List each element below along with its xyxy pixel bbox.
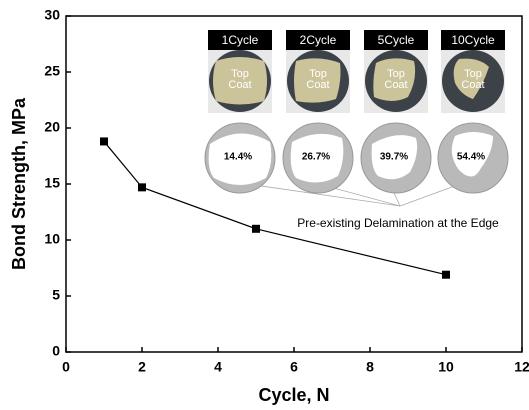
inset-label: 1Cycle xyxy=(222,33,259,47)
y-tick-label: 25 xyxy=(44,63,60,79)
y-tick-label: 30 xyxy=(44,7,60,23)
photo-text: Coat xyxy=(306,79,329,91)
photo-text: Coat xyxy=(461,79,484,91)
marker xyxy=(138,183,146,191)
y-tick-label: 10 xyxy=(44,231,60,247)
marker xyxy=(100,137,108,145)
x-tick-label: 10 xyxy=(438,359,454,375)
inset-label: 2Cycle xyxy=(300,33,337,47)
x-tick-label: 6 xyxy=(290,359,298,375)
y-axis-title: Bond Strength, MPa xyxy=(9,97,29,270)
inset-label: 5Cycle xyxy=(378,33,415,47)
annotation: Pre-existing Delamination at the Edge xyxy=(297,216,499,230)
delam-percent: 39.7% xyxy=(380,152,408,163)
delam-percent: 26.7% xyxy=(302,152,330,163)
x-tick-label: 2 xyxy=(138,359,146,375)
x-tick-label: 4 xyxy=(214,359,222,375)
y-tick-label: 15 xyxy=(44,175,60,191)
y-tick-label: 5 xyxy=(52,287,60,303)
x-tick-label: 12 xyxy=(514,359,529,375)
x-tick-label: 8 xyxy=(366,359,374,375)
y-tick-label: 20 xyxy=(44,119,60,135)
delam-percent: 54.4% xyxy=(457,152,485,163)
chart: Cycle, N Bond Strength, MPa 0 2 4 6 8 10 12 0 5 1… xyxy=(0,0,529,410)
x-axis-title: Cycle, N xyxy=(258,385,329,405)
photo-text: Coat xyxy=(384,79,407,91)
delam-percent: 14.4% xyxy=(224,152,252,163)
photo-text: Coat xyxy=(228,79,251,91)
x-tick-label: 0 xyxy=(62,359,70,375)
page: Cycle, N Bond Strength, MPa 0 2 4 6 8 10 12 0 5 1… xyxy=(0,0,529,410)
marker xyxy=(442,271,450,279)
y-tick-label: 0 xyxy=(52,343,60,359)
marker xyxy=(252,225,260,233)
inset-label: 10Cycle xyxy=(451,33,495,47)
